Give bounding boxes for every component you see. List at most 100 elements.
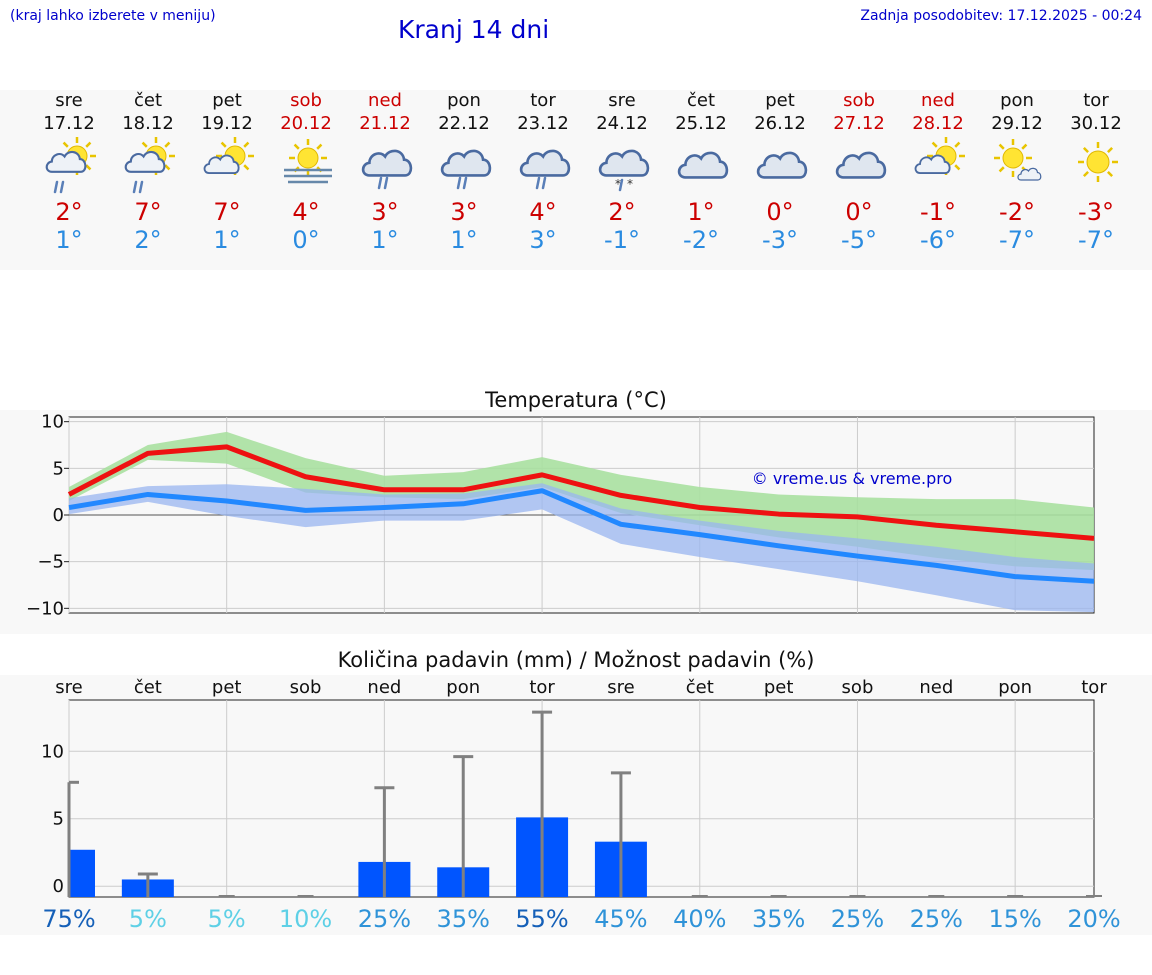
temp-chart-title: Temperatura (°C): [485, 388, 667, 412]
precip-chart-title: Količina padavin (mm) / Možnost padavin …: [337, 648, 815, 672]
day-name: čet: [133, 90, 163, 111]
sun-icon: [1068, 136, 1128, 196]
y-tick-label: 10: [41, 412, 64, 433]
temp-min: -7°: [1078, 226, 1114, 254]
temp-min: 1°: [371, 226, 399, 254]
x-category-label: pet: [764, 677, 794, 698]
temp-min: -2°: [683, 226, 719, 254]
day-date: 28.12: [912, 113, 964, 134]
day-date: 20.12: [280, 113, 332, 134]
day-name: pet: [765, 90, 795, 111]
day-date: 27.12: [833, 113, 885, 134]
day-date: 26.12: [754, 113, 806, 134]
y-tick-label: 10: [41, 741, 64, 762]
y-tick-label: 5: [53, 458, 64, 479]
precip-probability: 5%: [129, 905, 167, 933]
day-name: tor: [530, 90, 556, 111]
temp-max: -1°: [920, 198, 956, 226]
day-name: ned: [368, 90, 402, 111]
cloud-icon: [831, 136, 891, 196]
min-band: [69, 483, 1094, 613]
x-category-label: sob: [842, 677, 874, 698]
temp-max: 0°: [845, 198, 873, 226]
day-name: sre: [55, 90, 83, 111]
temp-min: -5°: [841, 226, 877, 254]
precip-probability: 40%: [673, 905, 726, 933]
partly-cloudy-icon: [910, 136, 970, 196]
precip-probability: 15%: [988, 905, 1041, 933]
day-name: sob: [843, 90, 875, 111]
temp-min: -1°: [604, 226, 640, 254]
fog-sun-icon: [278, 136, 338, 196]
temp-max: -2°: [999, 198, 1035, 226]
precip-probability: 55%: [515, 905, 568, 933]
x-category-label: pon: [998, 677, 1032, 698]
forecast-strip: [0, 90, 1152, 270]
day-date: 21.12: [359, 113, 411, 134]
day-name: ned: [921, 90, 955, 111]
temp-min: 2°: [134, 226, 162, 254]
day-date: 18.12: [122, 113, 174, 134]
day-name: sre: [608, 90, 636, 111]
max-temp-line: [67, 444, 1095, 541]
rain-cloud-icon: [436, 136, 496, 196]
day-date: 24.12: [596, 113, 648, 134]
temp-min: 0°: [292, 226, 320, 254]
rain-cloud-sun-icon: [41, 136, 101, 196]
x-category-label: tor: [1081, 677, 1107, 698]
watermark: © vreme.us & vreme.pro: [752, 469, 953, 488]
precipitation-chart: 10 5 0 sre čet pet sob ned pon tor sre čet pet sob ned…: [41, 677, 1121, 933]
day-date: 25.12: [675, 113, 727, 134]
day-name: pon: [1000, 90, 1034, 111]
temp-max: 3°: [371, 198, 399, 226]
temp-min: 1°: [213, 226, 241, 254]
precip-probability: 10%: [279, 905, 332, 933]
precip-probability: 20%: [1067, 905, 1120, 933]
last-updated: Zadnja posodobitev: 17.12.2025 - 00:24: [860, 8, 1142, 24]
x-category-label: pet: [212, 677, 242, 698]
temp-max: 4°: [292, 198, 320, 226]
precip-probability: 25%: [831, 905, 884, 933]
svg-text:*: *: [615, 177, 621, 191]
y-tick-label: 5: [53, 809, 64, 830]
temp-max: 7°: [213, 198, 241, 226]
rain-cloud-icon: [515, 136, 575, 196]
x-category-label: sre: [55, 677, 82, 698]
temp-min: -7°: [999, 226, 1035, 254]
day-name: pet: [212, 90, 242, 111]
precip-probability: 35%: [752, 905, 805, 933]
temp-max: 2°: [55, 198, 83, 226]
plot-area: [68, 699, 1095, 898]
x-category-label: sre: [607, 677, 634, 698]
temp-max: 3°: [450, 198, 478, 226]
temp-max: 0°: [766, 198, 794, 226]
temp-min: 1°: [450, 226, 478, 254]
day-date: 19.12: [201, 113, 253, 134]
sun-small-cloud-icon: [989, 136, 1049, 196]
x-category-label: ned: [919, 677, 953, 698]
y-tick-label: −5: [37, 552, 64, 573]
precip-probability: 25%: [910, 905, 963, 933]
day-name: tor: [1083, 90, 1109, 111]
location-hint: (kraj lahko izberete v meniju): [10, 8, 216, 24]
day-date: 17.12: [43, 113, 95, 134]
day-date: 30.12: [1070, 113, 1122, 134]
x-category-label: čet: [134, 677, 162, 698]
precip-probability: 75%: [42, 905, 95, 933]
cloud-icon: [673, 136, 733, 196]
y-tick-label: 0: [53, 505, 64, 526]
sleet-cloud-icon: * *: [594, 136, 654, 196]
day-name: sob: [290, 90, 322, 111]
cloud-icon: [752, 136, 812, 196]
temperature-chart: 10 5 0 −5 −10 © vreme.us & vreme.pro: [26, 412, 1095, 619]
svg-text:*: *: [627, 177, 633, 191]
rain-cloud-sun-icon: [120, 136, 180, 196]
x-category-label: sob: [290, 677, 322, 698]
temp-min: 3°: [529, 226, 557, 254]
temp-max: 7°: [134, 198, 162, 226]
precip-probability: 25%: [358, 905, 411, 933]
day-name: čet: [686, 90, 716, 111]
min-temp-line: [68, 488, 1095, 584]
max-band: [69, 431, 1094, 571]
temp-min: -3°: [762, 226, 798, 254]
